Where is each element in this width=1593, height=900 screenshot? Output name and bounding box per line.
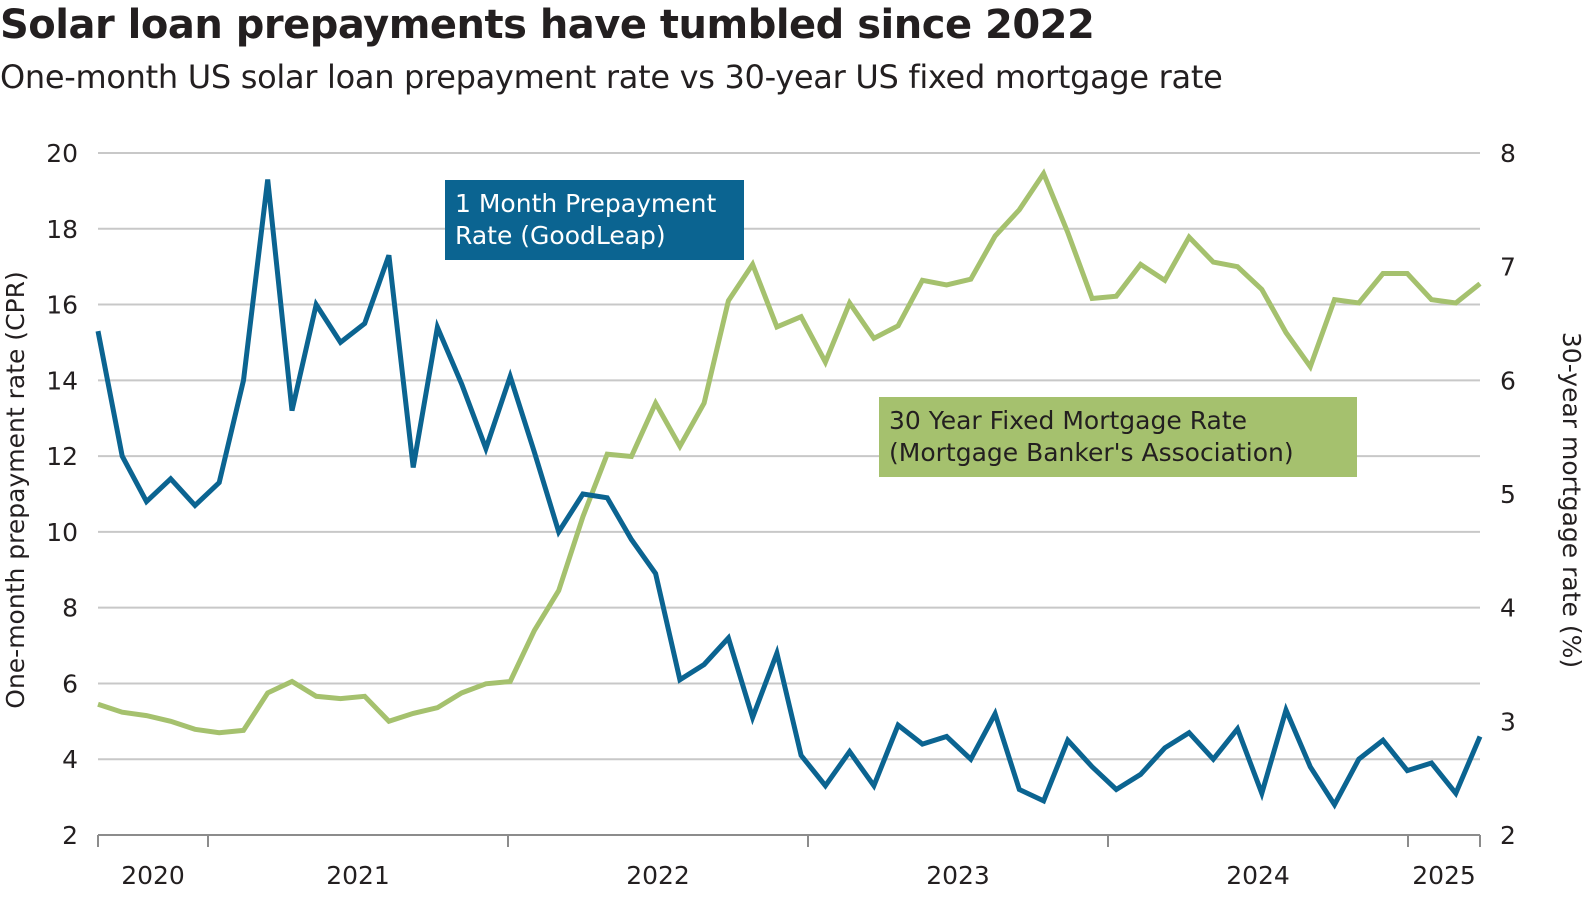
prepayment-rate-line [95,179,1483,810]
chart-title: Solar loan prepayments have tumbled sinc… [0,2,1095,48]
y-tick-left: 10 [46,518,78,547]
y-axis-right-label: 30-year mortgage rate (%) [1557,332,1586,668]
legend-prepayment: 1 Month Prepayment Rate (GoodLeap) [445,180,744,260]
y-tick-left: 14 [46,366,78,395]
y-tick-right: 2 [1500,821,1516,850]
x-tick-label: 2025 [1412,861,1476,890]
y-tick-right: 8 [1500,139,1516,168]
y-tick-right: 3 [1500,707,1516,736]
y-tick-left: 4 [62,745,78,774]
y-tick-left: 16 [46,291,78,320]
y-tick-left: 2 [62,821,78,850]
y-tick-left: 8 [62,594,78,623]
x-tick-label: 2021 [326,861,390,890]
x-axis: 2020 2021 2022 2023 2024 2025 [97,834,1481,890]
y-tick-right: 6 [1500,366,1516,395]
mortgage-rate-line [97,168,1482,736]
y-tick-right: 5 [1500,480,1516,509]
x-tick-label: 2023 [926,861,990,890]
chart-subtitle: One-month US solar loan prepayment rate … [0,58,1223,96]
y-tick-right: 7 [1500,253,1516,282]
y-axis-left: 20 18 16 14 12 10 8 6 4 2 [46,139,78,850]
y-tick-left: 12 [46,442,78,471]
y-tick-left: 18 [46,215,78,244]
y-tick-left: 20 [46,139,78,168]
series-lines [95,168,1483,810]
y-axis-right: 8 7 6 5 4 3 2 [1500,139,1516,850]
gridlines [98,152,1480,761]
x-tick-label: 2020 [121,861,185,890]
y-axis-left-label: One-month prepayment rate (CPR) [1,271,30,708]
x-tick-label: 2022 [626,861,690,890]
x-tick-label: 2024 [1226,861,1290,890]
legend-mortgage: 30 Year Fixed Mortgage Rate (Mortgage Ba… [879,397,1357,477]
y-tick-left: 6 [62,669,78,698]
y-tick-right: 4 [1500,594,1516,623]
